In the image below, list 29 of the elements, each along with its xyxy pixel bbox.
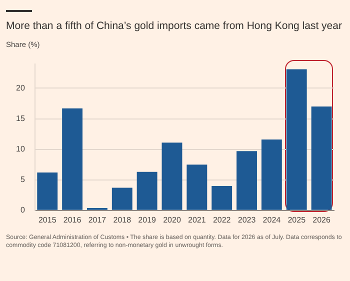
y-tick-label: 5: [20, 175, 26, 184]
x-tick-label: 2021: [188, 215, 206, 224]
y-tick-label: 0: [20, 206, 26, 215]
bar: [62, 108, 83, 210]
x-tick-label: 2017: [88, 215, 107, 224]
x-tick-label: 2018: [113, 215, 132, 224]
y-tick-label: 10: [16, 144, 26, 154]
x-tick-label: 2016: [63, 215, 82, 224]
x-tick-label: 2023: [238, 215, 256, 224]
bar: [186, 164, 208, 210]
bar: [112, 188, 132, 210]
bar: [236, 151, 257, 210]
x-tick-label: 2015: [38, 215, 57, 224]
bar: [136, 172, 158, 210]
bar: [311, 106, 332, 210]
bar: [162, 142, 182, 210]
chart-title: More than a fifth of China’s gold imports came from Hong Kong last year: [6, 20, 343, 32]
x-tick-label: 2019: [138, 215, 157, 224]
bar: [286, 69, 307, 210]
x-tick-label: 2026: [312, 215, 331, 224]
x-tick-label: 2022: [212, 215, 232, 224]
bar: [212, 186, 232, 210]
bar: [37, 172, 58, 210]
y-tick-label: 15: [16, 114, 26, 123]
x-tick-label: 2020: [163, 215, 182, 224]
x-tick-label: 2025: [288, 215, 306, 224]
x-tick-label: 2024: [262, 215, 282, 224]
y-tick-label: 20: [16, 83, 26, 92]
bar: [261, 140, 282, 210]
